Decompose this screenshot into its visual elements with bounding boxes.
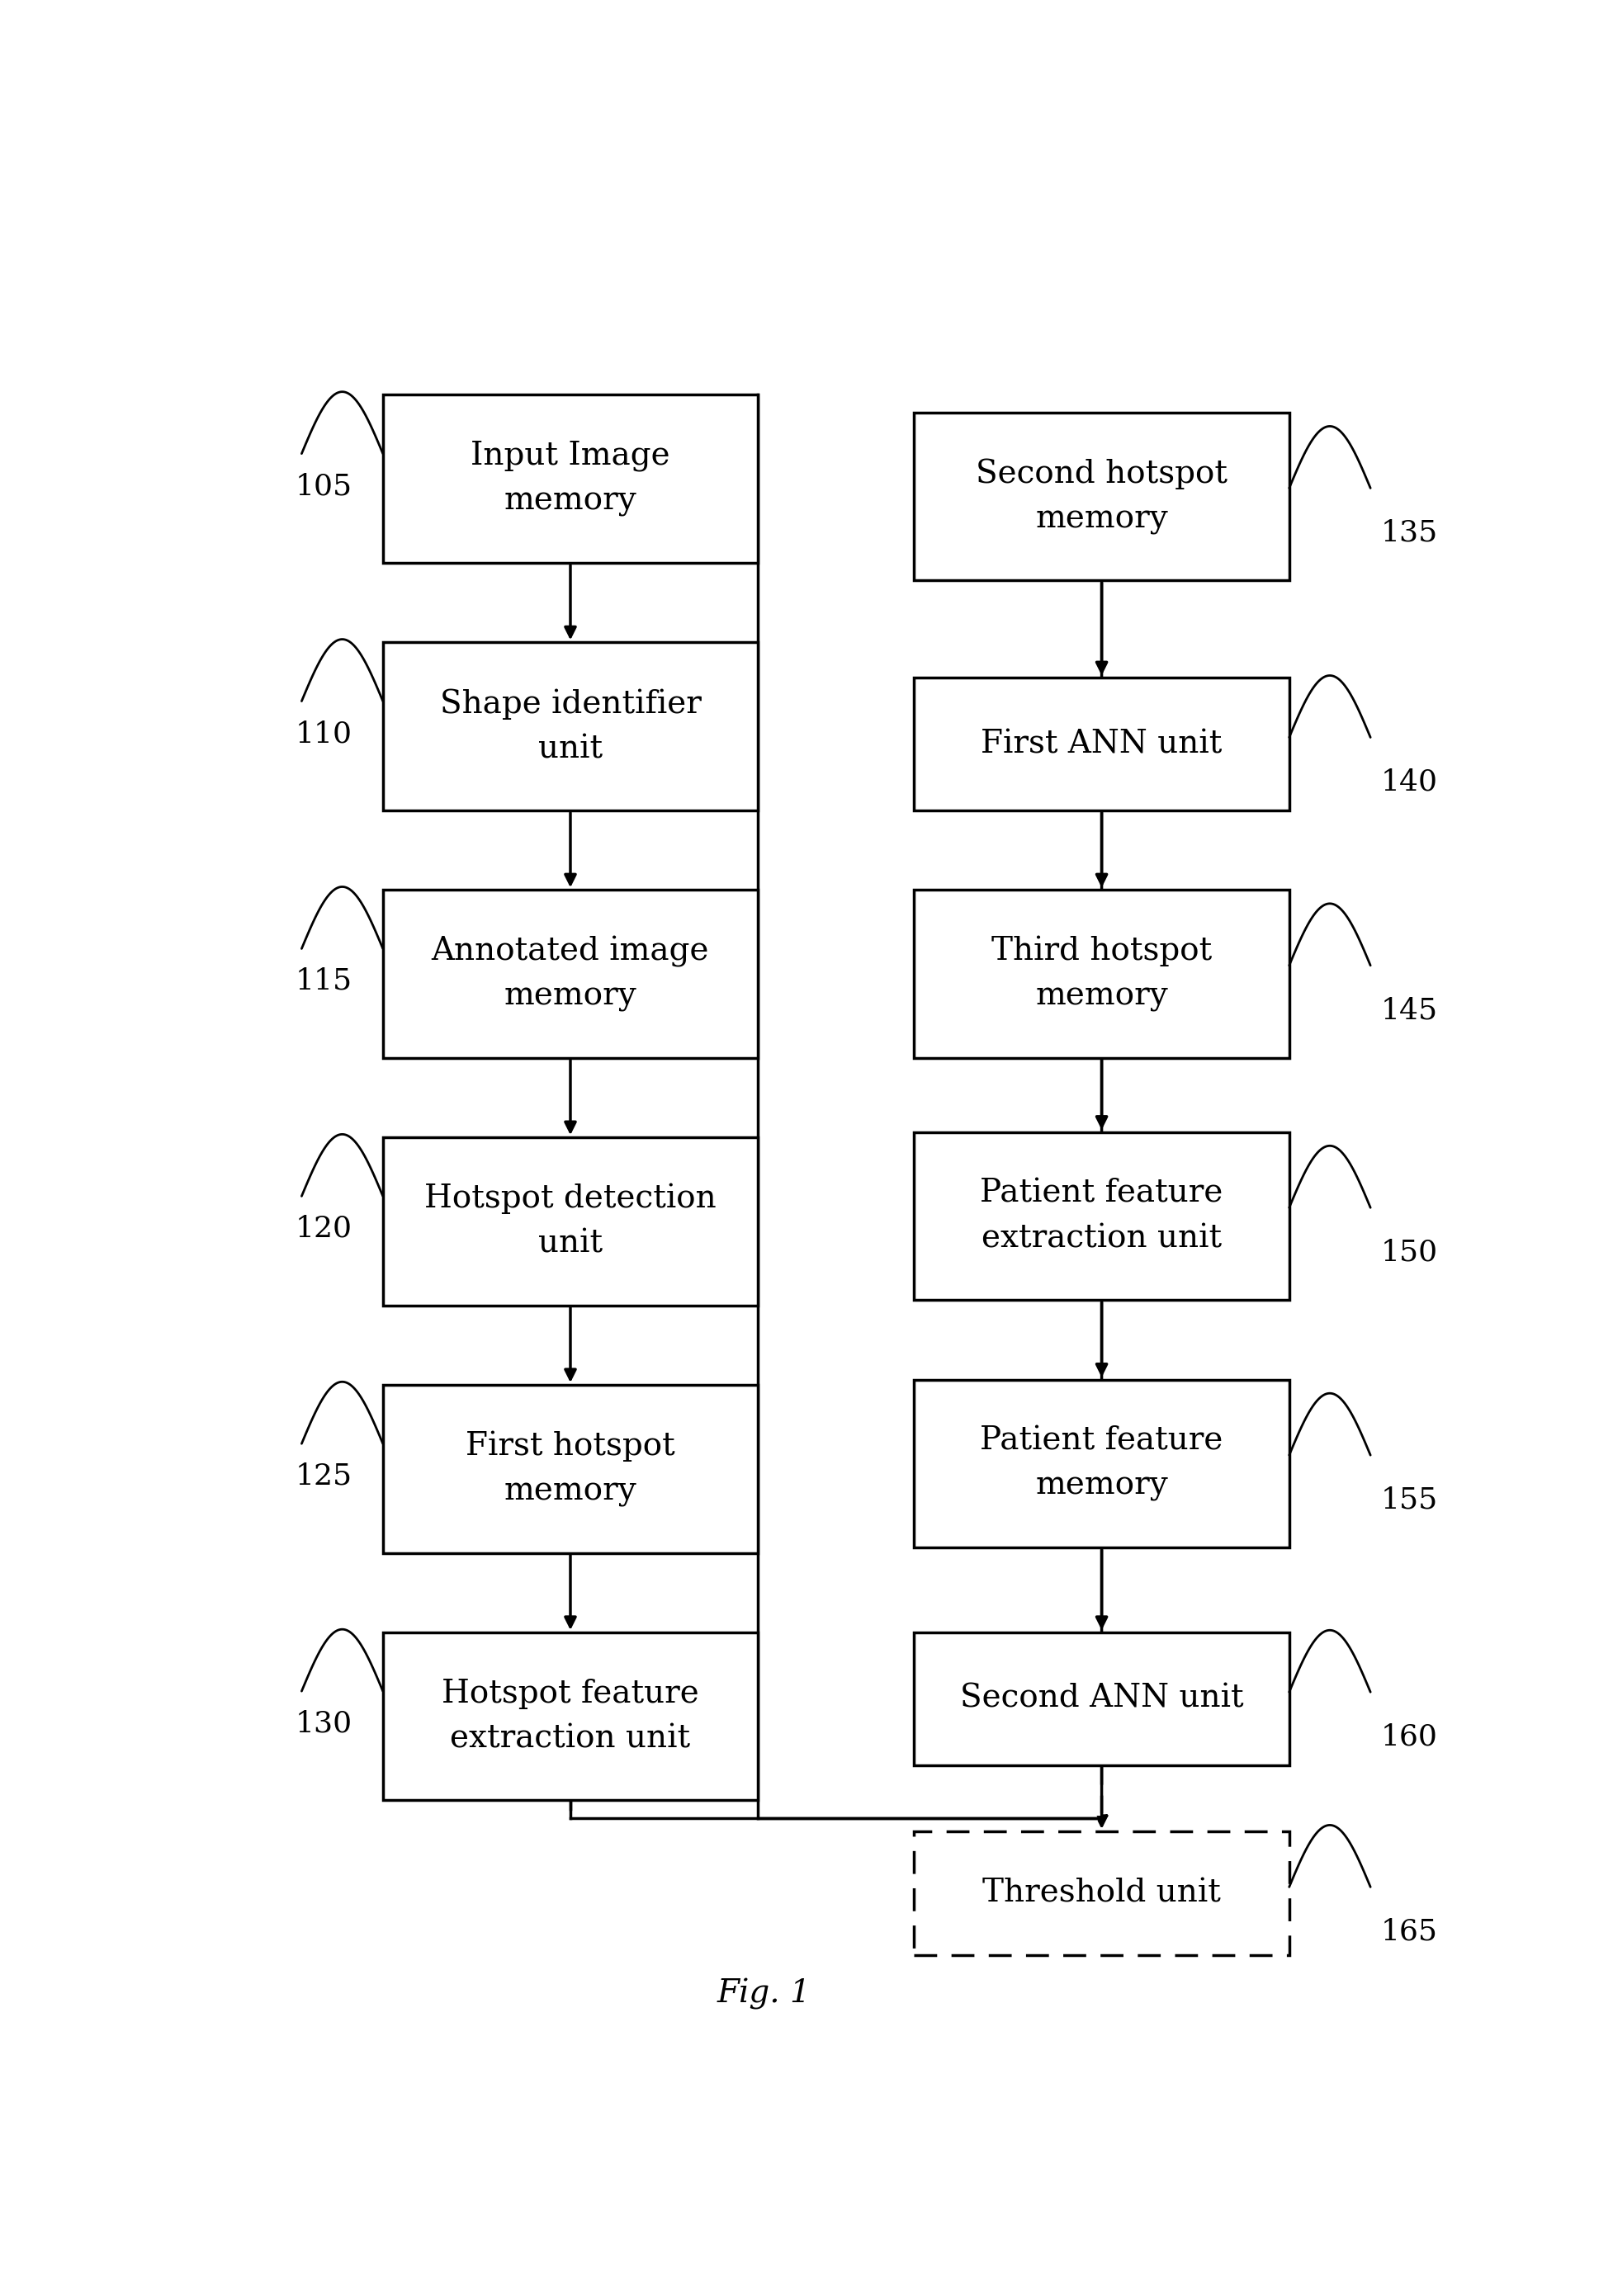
Text: 150: 150 (1381, 1238, 1437, 1267)
Text: Input Image
memory: Input Image memory (471, 441, 669, 517)
Bar (915, 677, 1289, 810)
Text: 165: 165 (1381, 1917, 1437, 1947)
Text: 145: 145 (1381, 996, 1437, 1024)
Text: 115: 115 (295, 967, 353, 994)
Text: 155: 155 (1381, 1486, 1437, 1513)
Text: 110: 110 (295, 719, 352, 748)
Bar (382, 1632, 758, 1800)
Text: Hotspot feature
extraction unit: Hotspot feature extraction unit (442, 1678, 698, 1754)
Text: Hotspot detection
unit: Hotspot detection unit (424, 1182, 716, 1258)
Bar (915, 1632, 1289, 1766)
Text: 135: 135 (1381, 519, 1437, 546)
Text: 125: 125 (295, 1463, 353, 1490)
Text: 160: 160 (1381, 1722, 1437, 1752)
Text: 120: 120 (295, 1215, 352, 1242)
Text: 105: 105 (295, 473, 353, 501)
Text: Second ANN unit: Second ANN unit (960, 1683, 1244, 1713)
Text: 140: 140 (1381, 769, 1437, 797)
Text: First hotspot
memory: First hotspot memory (466, 1430, 676, 1506)
Text: Patient feature
extraction unit: Patient feature extraction unit (981, 1178, 1223, 1254)
Bar (382, 1384, 758, 1552)
Text: Shape identifier
unit: Shape identifier unit (440, 689, 702, 765)
Text: Second hotspot
memory: Second hotspot memory (976, 459, 1227, 535)
Bar (382, 643, 758, 810)
Text: Third hotspot
memory: Third hotspot memory (992, 937, 1211, 1013)
Text: First ANN unit: First ANN unit (981, 728, 1223, 760)
Text: Annotated image
memory: Annotated image memory (432, 934, 710, 1013)
Text: 130: 130 (295, 1711, 353, 1738)
Text: Fig. 1: Fig. 1 (718, 1979, 811, 2009)
Bar (915, 413, 1289, 581)
Bar (915, 1832, 1289, 1956)
Bar (382, 1137, 758, 1306)
Text: Patient feature
memory: Patient feature memory (981, 1426, 1223, 1502)
Bar (915, 1132, 1289, 1300)
Bar (915, 891, 1289, 1058)
Bar (382, 395, 758, 563)
Text: Threshold unit: Threshold unit (982, 1878, 1221, 1908)
Bar (915, 1380, 1289, 1548)
Bar (382, 891, 758, 1058)
